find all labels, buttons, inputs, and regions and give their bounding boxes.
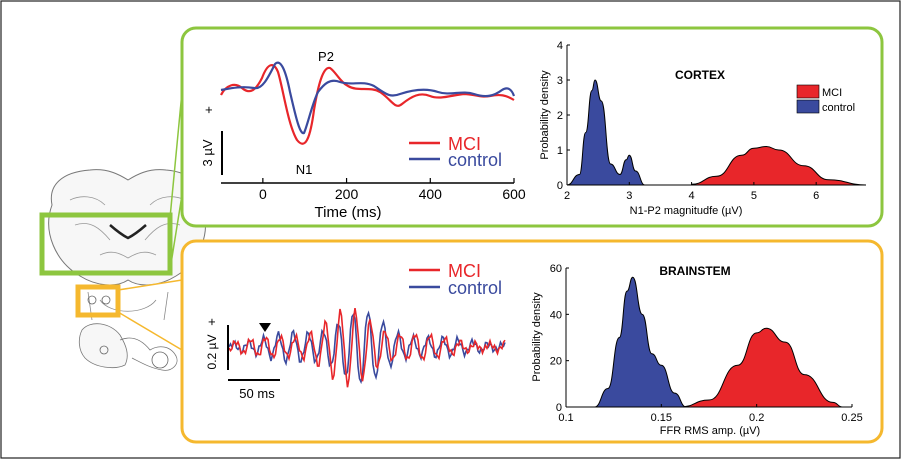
brainstem-time-bar-label: 50 ms xyxy=(239,386,275,401)
cortex-density-series-mci xyxy=(691,145,867,186)
brainstem-density-y-tick-label: 20 xyxy=(550,356,562,368)
brainstem-density-y-tick-label: 60 xyxy=(550,263,562,275)
cortex-density-x-tick-label: 2 xyxy=(564,190,570,202)
cortex-density-title: CORTEX xyxy=(675,68,725,82)
cortex-density-legend-control-swatch xyxy=(796,99,820,114)
brainstem-density-y-label: Probability density xyxy=(531,292,543,382)
cortex-wave-x-tick-label: 400 xyxy=(419,186,443,202)
cortex-density-legend-mci-swatch xyxy=(796,84,820,99)
cortex-density-y-tick-label: 1 xyxy=(557,145,563,157)
cortex-connector-bottom xyxy=(169,194,183,271)
brainstem-density-x-label: FFR RMS amp. (µV) xyxy=(660,425,760,437)
cortex-density-x-tick-label: 5 xyxy=(751,190,757,202)
brainstem-density-series-mci xyxy=(680,327,843,408)
brainstem-scale-bar-label: 0.2 µV xyxy=(205,335,219,370)
stimulus-onset-marker xyxy=(259,323,271,332)
brainstem-region-marker xyxy=(75,284,121,318)
cortex-wave-legend-mci: MCI xyxy=(448,134,481,154)
cortex-wave-x-tick-label: 0 xyxy=(259,186,267,202)
n1-peak-label: N1 xyxy=(296,162,313,177)
cortex-wave-x-tick-label: 200 xyxy=(335,186,359,202)
cortex-density-y-tick-label: 2 xyxy=(557,110,563,122)
p2-peak-label: P2 xyxy=(318,49,334,64)
brainstem-wave-legend-mci: MCI xyxy=(448,261,481,281)
cortex-density-x-tick-label: 3 xyxy=(626,190,632,202)
brain-illustration xyxy=(48,169,206,371)
cortex-region-marker xyxy=(39,212,173,276)
brainstem-density-x-tick-label: 0.1 xyxy=(558,412,573,424)
brainstem-waveform: 0.2 µV + 50 ms MCI control xyxy=(204,261,506,401)
brainstem-panel xyxy=(180,239,884,444)
brainstem-wave-legend-control: control xyxy=(448,278,502,298)
cortex-density-legend-control: control xyxy=(822,102,855,114)
cortex-waveform: 0 200 400 600 Time (ms) 3 µV + N1 P2 MCI co… xyxy=(200,49,526,221)
brainstem-density-y-tick-label: 40 xyxy=(550,309,562,321)
cortex-panel xyxy=(180,26,884,228)
brainstem-mci-waveform xyxy=(228,307,506,388)
cortex-density-x-tick-label: 4 xyxy=(689,190,695,202)
cortex-wave-x-label: Time (ms) xyxy=(315,204,382,221)
brainstem-density-series-control xyxy=(594,276,687,408)
cortex-control-waveform xyxy=(220,61,516,135)
cortex-scale-bar-label: 3 µV xyxy=(200,139,215,166)
cortex-density-y-label: Probability density xyxy=(539,70,551,160)
brainstem-density-x-tick-label: 0.2 xyxy=(749,412,764,424)
cortex-density-series-control xyxy=(566,79,646,186)
cortex-density-y-tick-label: 3 xyxy=(557,75,563,87)
cortex-polarity-mark: + xyxy=(201,106,216,114)
brainstem-polarity-mark: + xyxy=(204,318,219,326)
brainstem-density-x-tick-label: 0.15 xyxy=(651,412,672,424)
cortex-density-chart: 2 3 4 5 6 0 1 2 3 4 Probability density N1-P2 ma… xyxy=(539,40,867,217)
cortex-density-y-tick-label: 0 xyxy=(557,180,563,192)
cortex-density-legend-mci: MCI xyxy=(822,87,842,99)
brainstem-connector-bottom xyxy=(117,311,183,351)
cortex-mci-waveform xyxy=(220,64,515,145)
cortex-density-x-tick-label: 6 xyxy=(813,190,819,202)
brainstem-connector-top xyxy=(117,279,183,291)
cortex-wave-legend-control: control xyxy=(448,150,502,170)
brainstem-density-chart: 0.1 0.15 0.2 0.25 0 20 40 60 Probability densi… xyxy=(531,263,863,437)
cortex-wave-x-tick-label: 600 xyxy=(502,186,526,202)
cortex-density-x-label: N1-P2 magnitudfe (µV) xyxy=(630,205,743,217)
brainstem-density-y-tick-label: 0 xyxy=(556,402,562,414)
brainstem-density-title: BRAINSTEM xyxy=(659,264,730,278)
cortex-density-y-tick-label: 4 xyxy=(557,40,563,52)
brainstem-density-x-tick-label: 0.25 xyxy=(841,412,862,424)
cortex-connector-top xyxy=(169,91,183,219)
